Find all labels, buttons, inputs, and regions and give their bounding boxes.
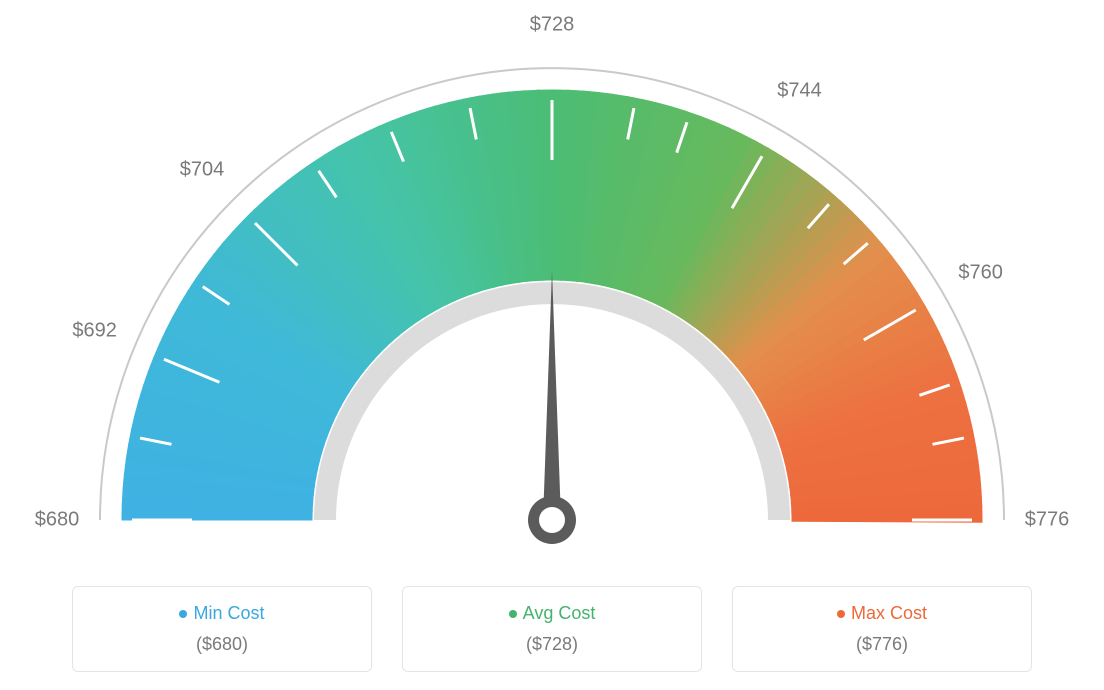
legend-value-min: ($680): [97, 634, 347, 655]
legend-title-max-text: Max Cost: [851, 603, 927, 623]
legend-box-avg: Avg Cost ($728): [402, 586, 702, 672]
legend-title-avg: Avg Cost: [427, 603, 677, 624]
legend-title-min-text: Min Cost: [193, 603, 264, 623]
gauge-tick-label: $760: [958, 261, 1003, 284]
legend-title-max: Max Cost: [757, 603, 1007, 624]
gauge-container: $680 $692 $704 $728 $744 $760 $776: [0, 0, 1104, 560]
legend-title-min: Min Cost: [97, 603, 347, 624]
legend-box-max: Max Cost ($776): [732, 586, 1032, 672]
legend-dot-max: [837, 610, 845, 618]
gauge-tick-label: $704: [180, 158, 225, 181]
gauge-tick-label: $744: [777, 80, 822, 103]
gauge-tick-label: $728: [530, 14, 575, 37]
gauge-tick-label: $680: [35, 509, 80, 532]
legend-title-avg-text: Avg Cost: [523, 603, 596, 623]
legend-row: Min Cost ($680) Avg Cost ($728) Max Cost…: [0, 586, 1104, 672]
gauge-svg: [0, 0, 1104, 560]
gauge-tick-label: $692: [72, 319, 117, 342]
gauge-tick-label: $776: [1025, 509, 1070, 532]
legend-value-avg: ($728): [427, 634, 677, 655]
legend-value-max: ($776): [757, 634, 1007, 655]
legend-dot-min: [179, 610, 187, 618]
legend-box-min: Min Cost ($680): [72, 586, 372, 672]
legend-dot-avg: [509, 610, 517, 618]
